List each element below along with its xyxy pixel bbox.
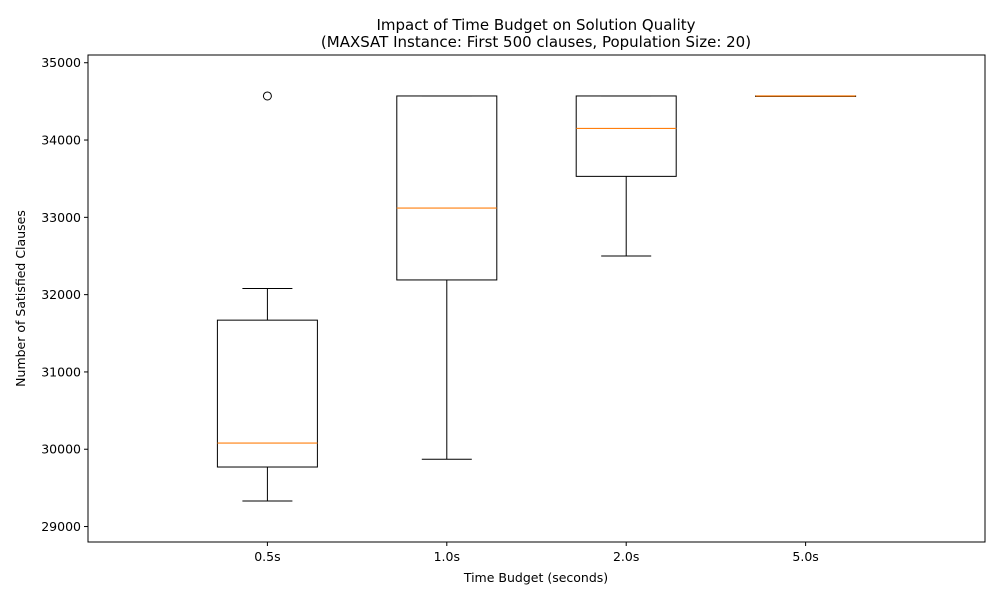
iqr-box [216, 319, 318, 468]
x-axis-label: Time Budget (seconds) [463, 570, 608, 585]
iqr-box [396, 95, 498, 281]
y-tick-label: 34000 [41, 133, 81, 148]
y-axis-label: Number of Satisfied Clauses [13, 210, 28, 387]
x-tick-label: 1.0s [434, 549, 460, 564]
x-tick-label: 0.5s [254, 549, 280, 564]
outlier-point [262, 91, 272, 101]
y-tick-label: 29000 [41, 519, 81, 534]
chart-marks: 29000 30000 31000 32000 33000 34000 35000 0.5s 1… [41, 55, 857, 564]
iqr-box [575, 95, 677, 177]
y-tick-label: 35000 [41, 55, 81, 70]
y-tick-label: 32000 [41, 287, 81, 302]
chart-title: Impact of Time Budget on Solution Qualit… [377, 16, 696, 34]
y-tick-label: 30000 [41, 442, 81, 457]
plot-frame [87, 54, 986, 543]
chart-subtitle: (MAXSAT Instance: First 500 clauses, Pop… [321, 33, 751, 51]
y-tick-label: 31000 [41, 364, 81, 379]
x-tick-label: 2.0s [613, 549, 639, 564]
x-tick-label: 5.0s [792, 549, 818, 564]
y-tick-label: 33000 [41, 210, 81, 225]
